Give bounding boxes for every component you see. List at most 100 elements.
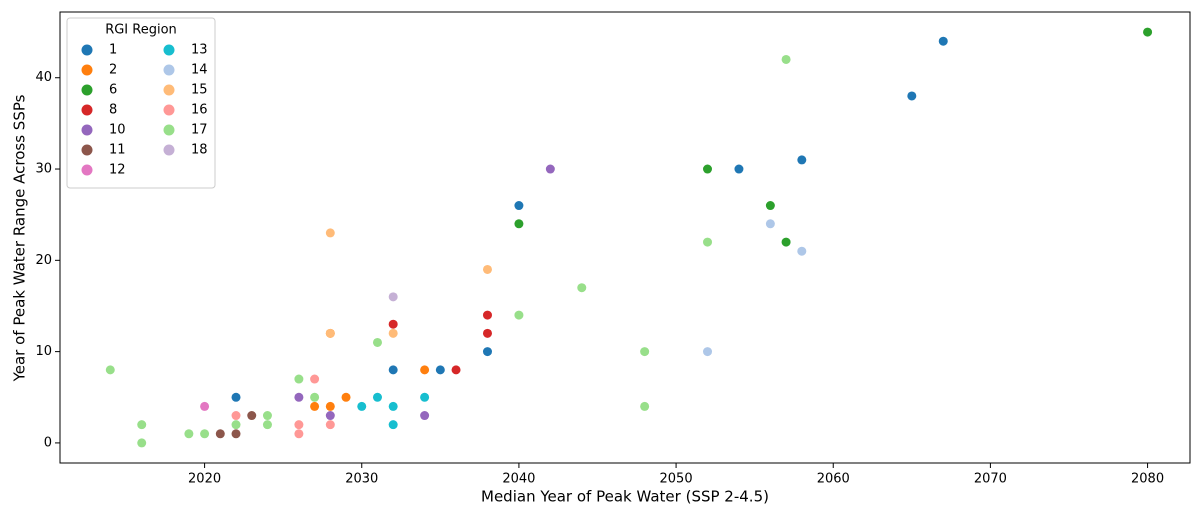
point [907,91,917,101]
point [420,365,430,375]
point [341,392,351,402]
point [294,420,304,430]
point [388,292,398,302]
legend-label: 1 [109,43,117,58]
legend-marker [81,44,93,56]
point [765,201,775,211]
point [514,201,524,211]
point [105,365,115,375]
point [325,328,335,338]
point [215,429,225,439]
point [482,347,492,357]
point [231,411,241,421]
legend-label: 13 [191,43,208,58]
point [325,228,335,238]
legend-label: 17 [191,123,208,138]
x-tick-label: 2040 [502,472,535,487]
legend-marker [163,104,175,116]
point [231,429,241,439]
point [734,164,744,174]
point [514,310,524,320]
legend-marker [163,64,175,76]
point [294,374,304,384]
point [137,438,147,448]
legend-marker [163,124,175,136]
x-tick-label: 2060 [817,472,850,487]
point [231,392,241,402]
point [451,365,461,375]
legend-label: 6 [109,83,117,98]
y-axis-label: Year of Peak Water Range Across SSPs [11,94,29,382]
point [388,319,398,329]
legend-label: 16 [191,103,208,118]
legend-marker [163,44,175,56]
legend-marker [163,144,175,156]
point [325,401,335,411]
point [137,420,147,430]
point [262,420,272,430]
x-tick-label: 2070 [974,472,1007,487]
legend-label: 14 [191,63,208,78]
point [703,347,713,357]
legend-label: 2 [109,63,117,78]
x-tick-label: 2080 [1131,472,1164,487]
legend-marker [81,164,93,176]
point [184,429,194,439]
legend-label: 8 [109,103,117,118]
point [325,411,335,421]
point [310,374,320,384]
plot-frame [59,11,1191,464]
y-tick-label: 20 [35,253,52,268]
point [294,392,304,402]
x-axis-label: Median Year of Peak Water (SSP 2-4.5) [481,488,769,506]
point [577,283,587,293]
y-tick-label: 10 [35,344,52,359]
point [357,401,367,411]
legend-marker [81,124,93,136]
point [482,264,492,274]
point [372,337,382,347]
legend-marker [81,144,93,156]
legend-label: 12 [109,163,126,178]
point [231,420,241,430]
legend-marker [81,64,93,76]
point [781,237,791,247]
point [482,310,492,320]
point [200,401,210,411]
legend-label: 11 [109,143,126,158]
y-tick-label: 0 [44,435,52,450]
y-tick-label: 30 [35,162,52,177]
point [435,365,445,375]
point [514,219,524,229]
legend-label: 15 [191,83,208,98]
point [938,36,948,46]
point [765,219,775,229]
point [388,365,398,375]
point [388,420,398,430]
x-tick-label: 2030 [345,472,378,487]
point [545,164,555,174]
x-tick-label: 2050 [660,472,693,487]
point [703,164,713,174]
point [388,401,398,411]
legend-label: 10 [109,123,126,138]
point [420,392,430,402]
point [310,392,320,402]
point [247,411,257,421]
legend-title: RGI Region [105,23,177,38]
point [640,401,650,411]
point [388,328,398,338]
point [262,411,272,421]
point [703,237,713,247]
legend-marker [163,84,175,96]
point [797,246,807,256]
x-tick-label: 2020 [188,472,221,487]
point [640,347,650,357]
point [200,429,210,439]
legend-label: 18 [191,143,208,158]
legend-marker [81,84,93,96]
point [482,328,492,338]
point [325,420,335,430]
point [372,392,382,402]
point [797,155,807,165]
